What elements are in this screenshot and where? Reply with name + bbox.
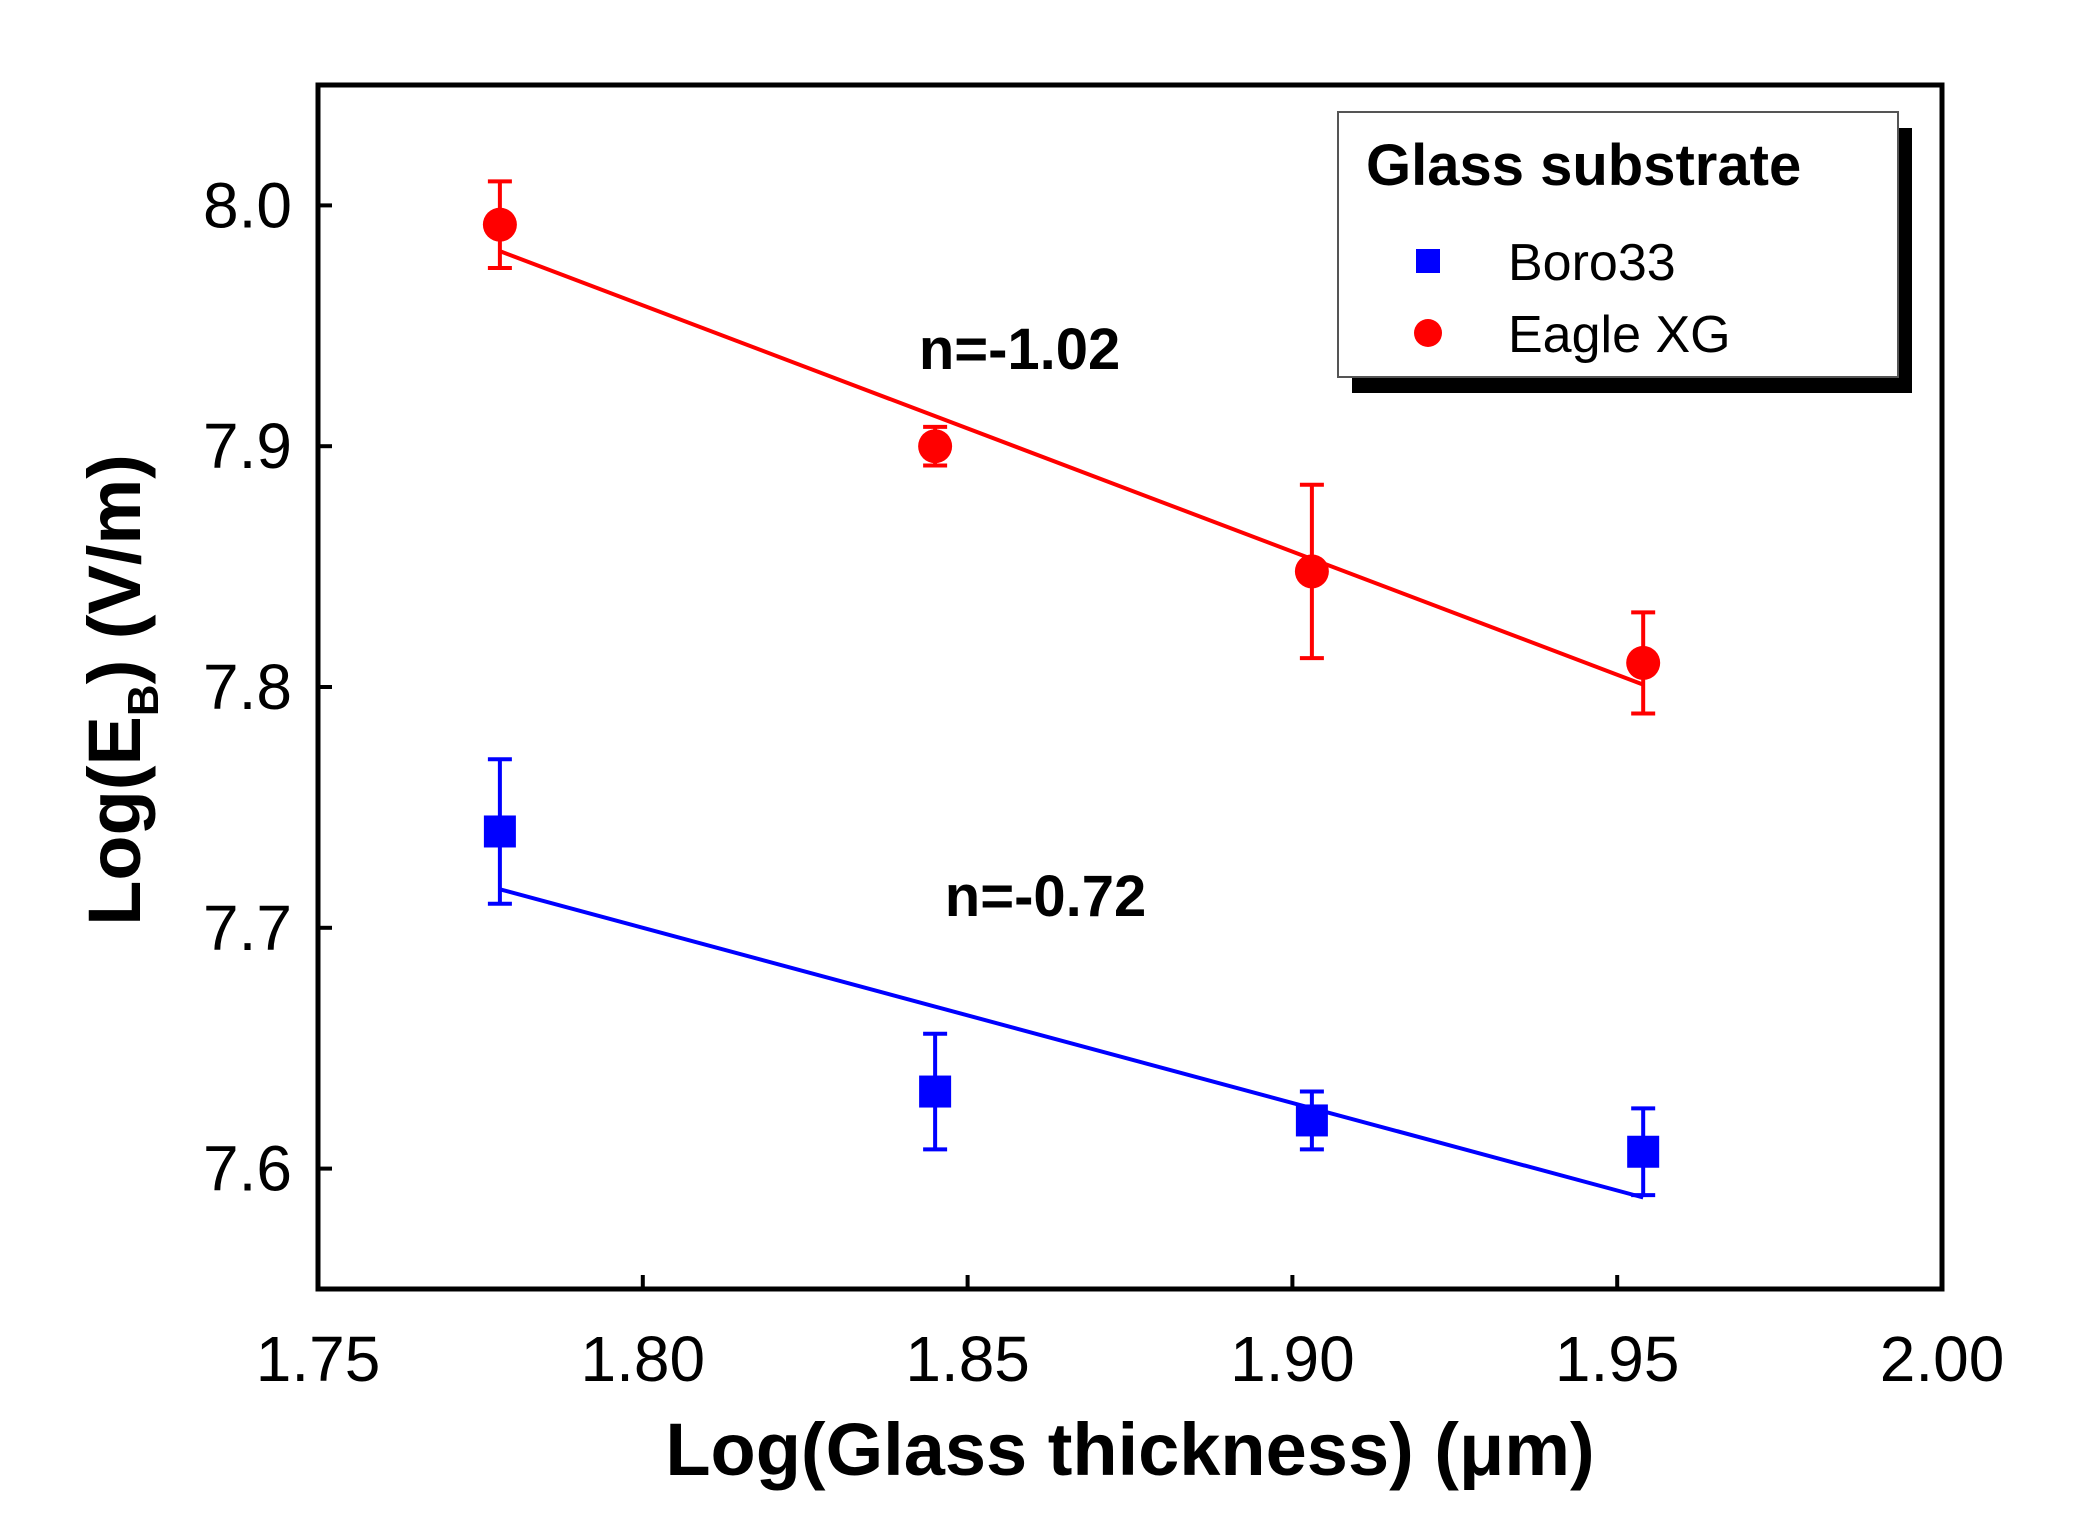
x-tick-label: 1.85 xyxy=(905,1323,1030,1395)
y-tick-label: 7.9 xyxy=(203,410,292,482)
data-point-boro33 xyxy=(919,1075,952,1108)
data-point-eagle-xg xyxy=(482,207,517,242)
y-axis: 7.6 7.7 7.8 7.9 8.0 xyxy=(203,169,332,1205)
annotations: n=-0.72 n=-1.02 xyxy=(919,317,1146,929)
legend-title: Glass substrate xyxy=(1366,133,1801,198)
fit-line-eagle-xg xyxy=(499,249,1644,687)
x-tick-label: 2.00 xyxy=(1880,1323,2005,1395)
fit-lines xyxy=(499,249,1644,1200)
data-point-eagle-xg xyxy=(918,429,953,464)
data-point-eagle-xg xyxy=(1294,554,1329,589)
data-point-boro33 xyxy=(483,815,516,848)
x-tick-label: 1.80 xyxy=(581,1323,706,1395)
data-point-boro33 xyxy=(1627,1135,1660,1168)
slope-annotation-boro33: n=-0.72 xyxy=(945,864,1147,929)
data-point-boro33 xyxy=(1295,1104,1328,1137)
x-tick-label: 1.95 xyxy=(1555,1323,1680,1395)
slope-annotation-eagle-xg: n=-1.02 xyxy=(919,317,1121,382)
x-axis: 1.75 1.80 1.85 1.90 1.95 2.00 xyxy=(256,1275,2005,1395)
legend-marker-eagle-xg xyxy=(1414,319,1442,347)
x-tick-label: 1.90 xyxy=(1230,1323,1355,1395)
fit-line-boro33 xyxy=(499,887,1644,1200)
y-tick-label: 7.7 xyxy=(203,892,292,964)
legend-label-eagle-xg: Eagle XG xyxy=(1508,306,1731,364)
legend-label-boro33: Boro33 xyxy=(1508,234,1676,292)
y-axis-title-tail: ) (V/m) xyxy=(73,454,156,684)
data-markers xyxy=(482,207,1661,1168)
legend-marker-boro33 xyxy=(1416,249,1440,273)
x-axis-title: Log(Glass thickness) (μm) xyxy=(665,1408,1594,1491)
data-point-eagle-xg xyxy=(1626,645,1661,680)
y-axis-title: Log(EB) (V/m) xyxy=(73,454,168,926)
y-tick-label: 8.0 xyxy=(203,169,292,241)
x-tick-label: 1.75 xyxy=(256,1323,381,1395)
y-axis-title-main: Log(E xyxy=(73,716,156,926)
y-tick-label: 7.6 xyxy=(203,1133,292,1205)
y-axis-title-sub: B xyxy=(119,684,168,716)
legend: Glass substrate Boro33 Eagle XG xyxy=(1337,111,1912,393)
y-tick-label: 7.8 xyxy=(203,651,292,723)
